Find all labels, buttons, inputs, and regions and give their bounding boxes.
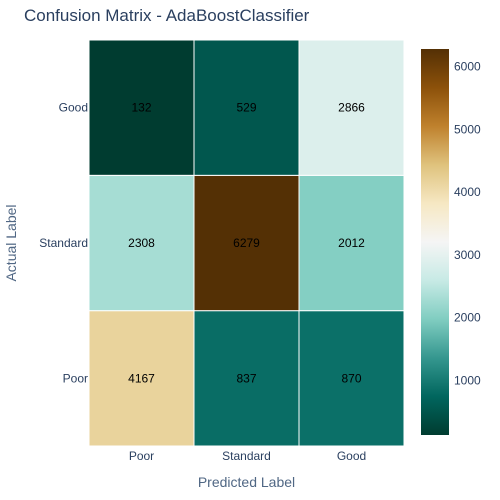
cell-value-label: 2012 [338, 236, 365, 250]
x-tick-label: Standard [222, 449, 271, 463]
colorbar-tick-label: 3000 [454, 248, 481, 262]
heatmap-cell [193, 174, 300, 312]
colorbar-tick-label: 1000 [454, 373, 481, 387]
heatmap-cell-labels: 4167 837 870 2308 6279 2012 132 529 2866 [128, 101, 365, 386]
cell-value-label: 6279 [233, 236, 260, 250]
heatmap-cell [298, 174, 405, 312]
colorbar-tick-label: 4000 [454, 185, 481, 199]
chart-title: Confusion Matrix - AdaBoostClassifier [24, 6, 310, 25]
heatmap-cell [193, 310, 300, 447]
heatmap-cell [88, 310, 195, 447]
heatmap-cell [193, 39, 300, 176]
colorbar [421, 49, 449, 435]
colorbar-tick-label: 2000 [454, 311, 481, 325]
cell-value-label: 837 [236, 371, 256, 385]
x-tick-label: Good [337, 449, 366, 463]
heatmap-cell [88, 39, 195, 176]
y-tick-label: Poor [63, 371, 88, 385]
colorbar-tick-label: 5000 [454, 122, 481, 136]
cell-value-label: 2866 [338, 101, 365, 115]
cell-value-label: 529 [236, 101, 256, 115]
heatmap-cell [298, 39, 405, 176]
cell-value-label: 2308 [128, 236, 155, 250]
y-axis-title: Actual Label [3, 204, 19, 281]
cell-value-label: 870 [341, 371, 361, 385]
y-tick-label: Standard [39, 236, 88, 250]
heatmap-cell [88, 174, 195, 312]
x-tick-label: Poor [129, 449, 154, 463]
cell-value-label: 132 [131, 101, 151, 115]
colorbar-tick-label: 6000 [454, 60, 481, 74]
heatmap-cells [88, 39, 405, 447]
y-axis-ticks: Poor Standard Good [39, 101, 88, 386]
x-axis-ticks: Poor Standard Good [129, 449, 366, 463]
colorbar-ticks: 1000 2000 3000 4000 5000 6000 [454, 60, 481, 388]
x-axis-title: Predicted Label [198, 474, 295, 490]
y-tick-label: Good [59, 101, 88, 115]
cell-value-label: 4167 [128, 371, 155, 385]
